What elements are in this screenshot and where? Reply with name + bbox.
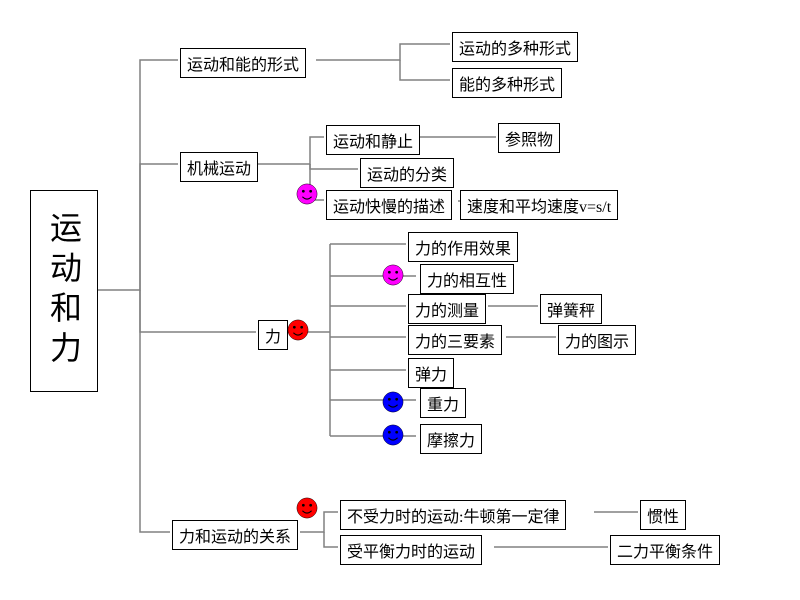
node-friction: 摩擦力	[420, 424, 482, 454]
branch-relation: 力和运动的关系	[172, 520, 298, 550]
node-speed-formula: 速度和平均速度v=s/t	[460, 190, 618, 220]
node-spring: 弹簧秤	[540, 294, 602, 324]
node-effect: 力的作用效果	[408, 232, 518, 262]
node-motion-rest: 运动和静止	[326, 125, 420, 155]
node-elements: 力的三要素	[408, 325, 502, 355]
node-mutual: 力的相互性	[420, 264, 514, 294]
smiley-icon	[382, 424, 404, 446]
node-gravity: 重力	[420, 388, 466, 418]
node-measure: 力的测量	[408, 294, 486, 324]
node-diagram: 力的图示	[558, 325, 636, 355]
branch-mech: 机械运动	[180, 152, 258, 182]
smiley-icon	[296, 497, 318, 519]
node-inertia: 惯性	[640, 500, 686, 530]
smiley-icon	[287, 319, 309, 341]
node-energy-forms: 能的多种形式	[452, 68, 562, 98]
smiley-icon	[382, 264, 404, 286]
node-noforce: 不受力时的运动:牛顿第一定律	[340, 500, 566, 530]
node-balanced: 受平衡力时的运动	[340, 535, 482, 565]
node-reference: 参照物	[498, 123, 560, 153]
node-two-force: 二力平衡条件	[610, 535, 720, 565]
branch-forms: 运动和能的形式	[180, 48, 306, 78]
root-node: 运动和力	[30, 190, 98, 392]
node-speed-desc: 运动快慢的描述	[326, 190, 452, 220]
node-elastic: 弹力	[408, 358, 454, 388]
smiley-icon	[382, 391, 404, 413]
node-motion-class: 运动的分类	[360, 158, 454, 188]
smiley-icon	[296, 183, 318, 205]
branch-force: 力	[258, 320, 288, 350]
node-motion-forms: 运动的多种形式	[452, 32, 578, 62]
